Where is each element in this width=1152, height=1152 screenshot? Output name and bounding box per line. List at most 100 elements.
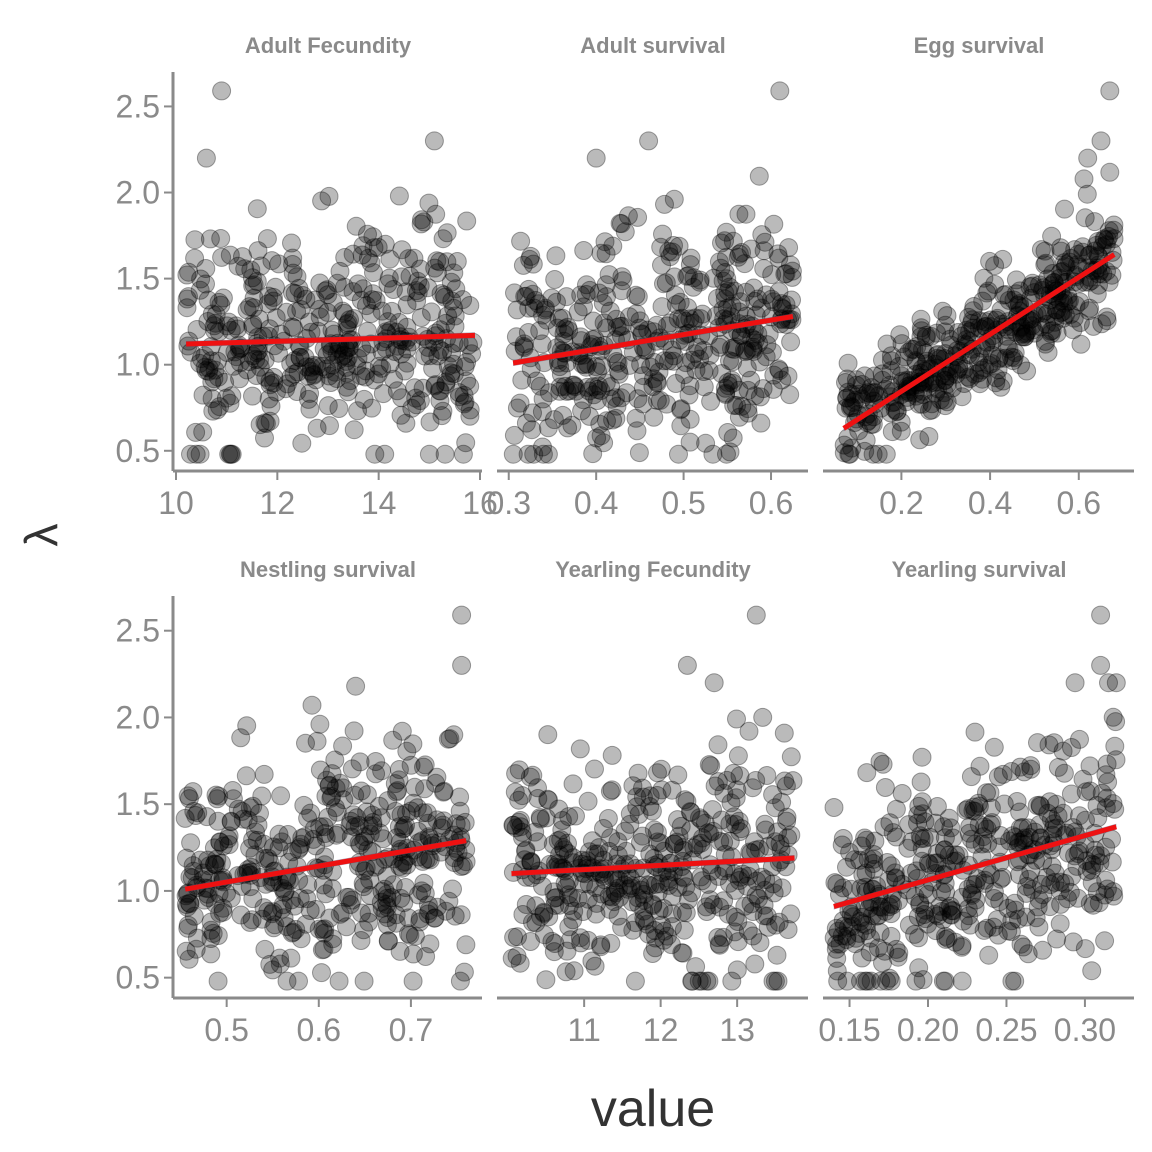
- data-point: [870, 897, 890, 917]
- data-point: [460, 376, 480, 396]
- data-point: [1051, 241, 1071, 261]
- data-point: [221, 444, 241, 464]
- data-point: [450, 387, 469, 407]
- data-point: [231, 905, 251, 925]
- data-point: [1059, 291, 1079, 311]
- data-point: [701, 756, 721, 776]
- data-point: [507, 946, 527, 966]
- data-point: [705, 776, 725, 796]
- data-point: [713, 927, 733, 947]
- data-point: [1005, 900, 1025, 920]
- data-point: [998, 921, 1018, 941]
- data-point: [629, 804, 649, 824]
- data-point: [723, 352, 743, 372]
- data-point: [668, 765, 688, 785]
- data-point: [221, 888, 241, 908]
- data-point: [396, 413, 416, 433]
- data-point: [344, 721, 364, 741]
- data-point: [243, 796, 263, 816]
- data-point: [351, 290, 371, 310]
- data-point: [179, 789, 199, 809]
- data-point: [254, 834, 274, 854]
- data-point: [608, 832, 628, 852]
- data-point: [1005, 893, 1025, 913]
- data-point: [919, 854, 939, 874]
- data-point: [526, 291, 545, 310]
- data-point: [270, 948, 290, 968]
- data-point: [960, 322, 980, 342]
- data-point: [532, 334, 552, 354]
- data-point: [275, 881, 295, 901]
- data-point: [778, 920, 798, 939]
- data-point: [420, 850, 440, 870]
- data-point: [548, 831, 568, 851]
- data-point: [321, 788, 341, 808]
- data-point: [613, 271, 633, 291]
- data-point: [1082, 860, 1101, 880]
- data-point: [862, 906, 882, 926]
- data-point: [937, 374, 957, 394]
- data-point: [968, 352, 988, 372]
- data-point: [680, 255, 700, 275]
- data-point: [1073, 242, 1093, 262]
- data-point: [698, 874, 718, 894]
- data-point: [1042, 321, 1062, 341]
- data-point: [382, 888, 402, 908]
- data-point: [296, 914, 316, 934]
- data-point: [394, 893, 414, 913]
- data-point: [503, 444, 523, 464]
- data-point: [399, 249, 418, 269]
- data-point: [708, 288, 727, 308]
- data-point: [599, 886, 619, 906]
- data-point: [259, 286, 279, 306]
- data-point: [442, 291, 462, 311]
- data-point: [255, 350, 275, 370]
- data-point: [700, 890, 720, 910]
- data-point: [972, 360, 992, 380]
- data-point: [726, 788, 746, 808]
- data-point: [965, 898, 985, 917]
- x-tick-label: 16: [462, 485, 498, 521]
- data-point: [610, 213, 630, 233]
- data-point: [256, 414, 276, 433]
- data-point: [564, 901, 584, 921]
- data-point: [327, 802, 347, 822]
- data-point: [710, 831, 730, 851]
- data-point: [206, 313, 226, 333]
- data-point: [1091, 605, 1111, 625]
- data-point: [193, 863, 213, 883]
- data-point: [304, 355, 324, 375]
- data-point: [389, 313, 409, 332]
- data-point: [906, 351, 926, 371]
- data-point: [588, 844, 608, 864]
- data-point: [248, 815, 268, 835]
- data-point: [356, 344, 376, 364]
- data-point: [277, 917, 297, 937]
- data-point: [533, 305, 553, 325]
- data-point: [775, 264, 795, 284]
- data-point: [318, 302, 337, 322]
- data-point: [724, 807, 744, 827]
- data-point: [538, 444, 558, 464]
- data-point: [433, 229, 453, 249]
- data-point: [199, 856, 219, 876]
- data-point: [1043, 264, 1063, 283]
- data-point: [885, 863, 905, 883]
- data-point: [1080, 756, 1100, 776]
- x-tick-label: 0.30: [1054, 1012, 1116, 1048]
- data-point: [434, 285, 454, 305]
- x-tick-label: 0.6: [749, 485, 793, 521]
- data-point: [724, 339, 744, 359]
- data-point: [205, 854, 225, 874]
- data-point: [970, 374, 990, 394]
- data-point: [697, 902, 717, 921]
- data-point: [415, 755, 435, 775]
- data-point: [762, 289, 782, 309]
- data-point: [777, 811, 797, 831]
- data-point: [656, 273, 676, 293]
- data-point: [1025, 822, 1045, 842]
- data-point: [652, 255, 671, 275]
- data-point: [528, 789, 548, 808]
- data-point: [639, 924, 659, 944]
- data-point: [393, 819, 413, 839]
